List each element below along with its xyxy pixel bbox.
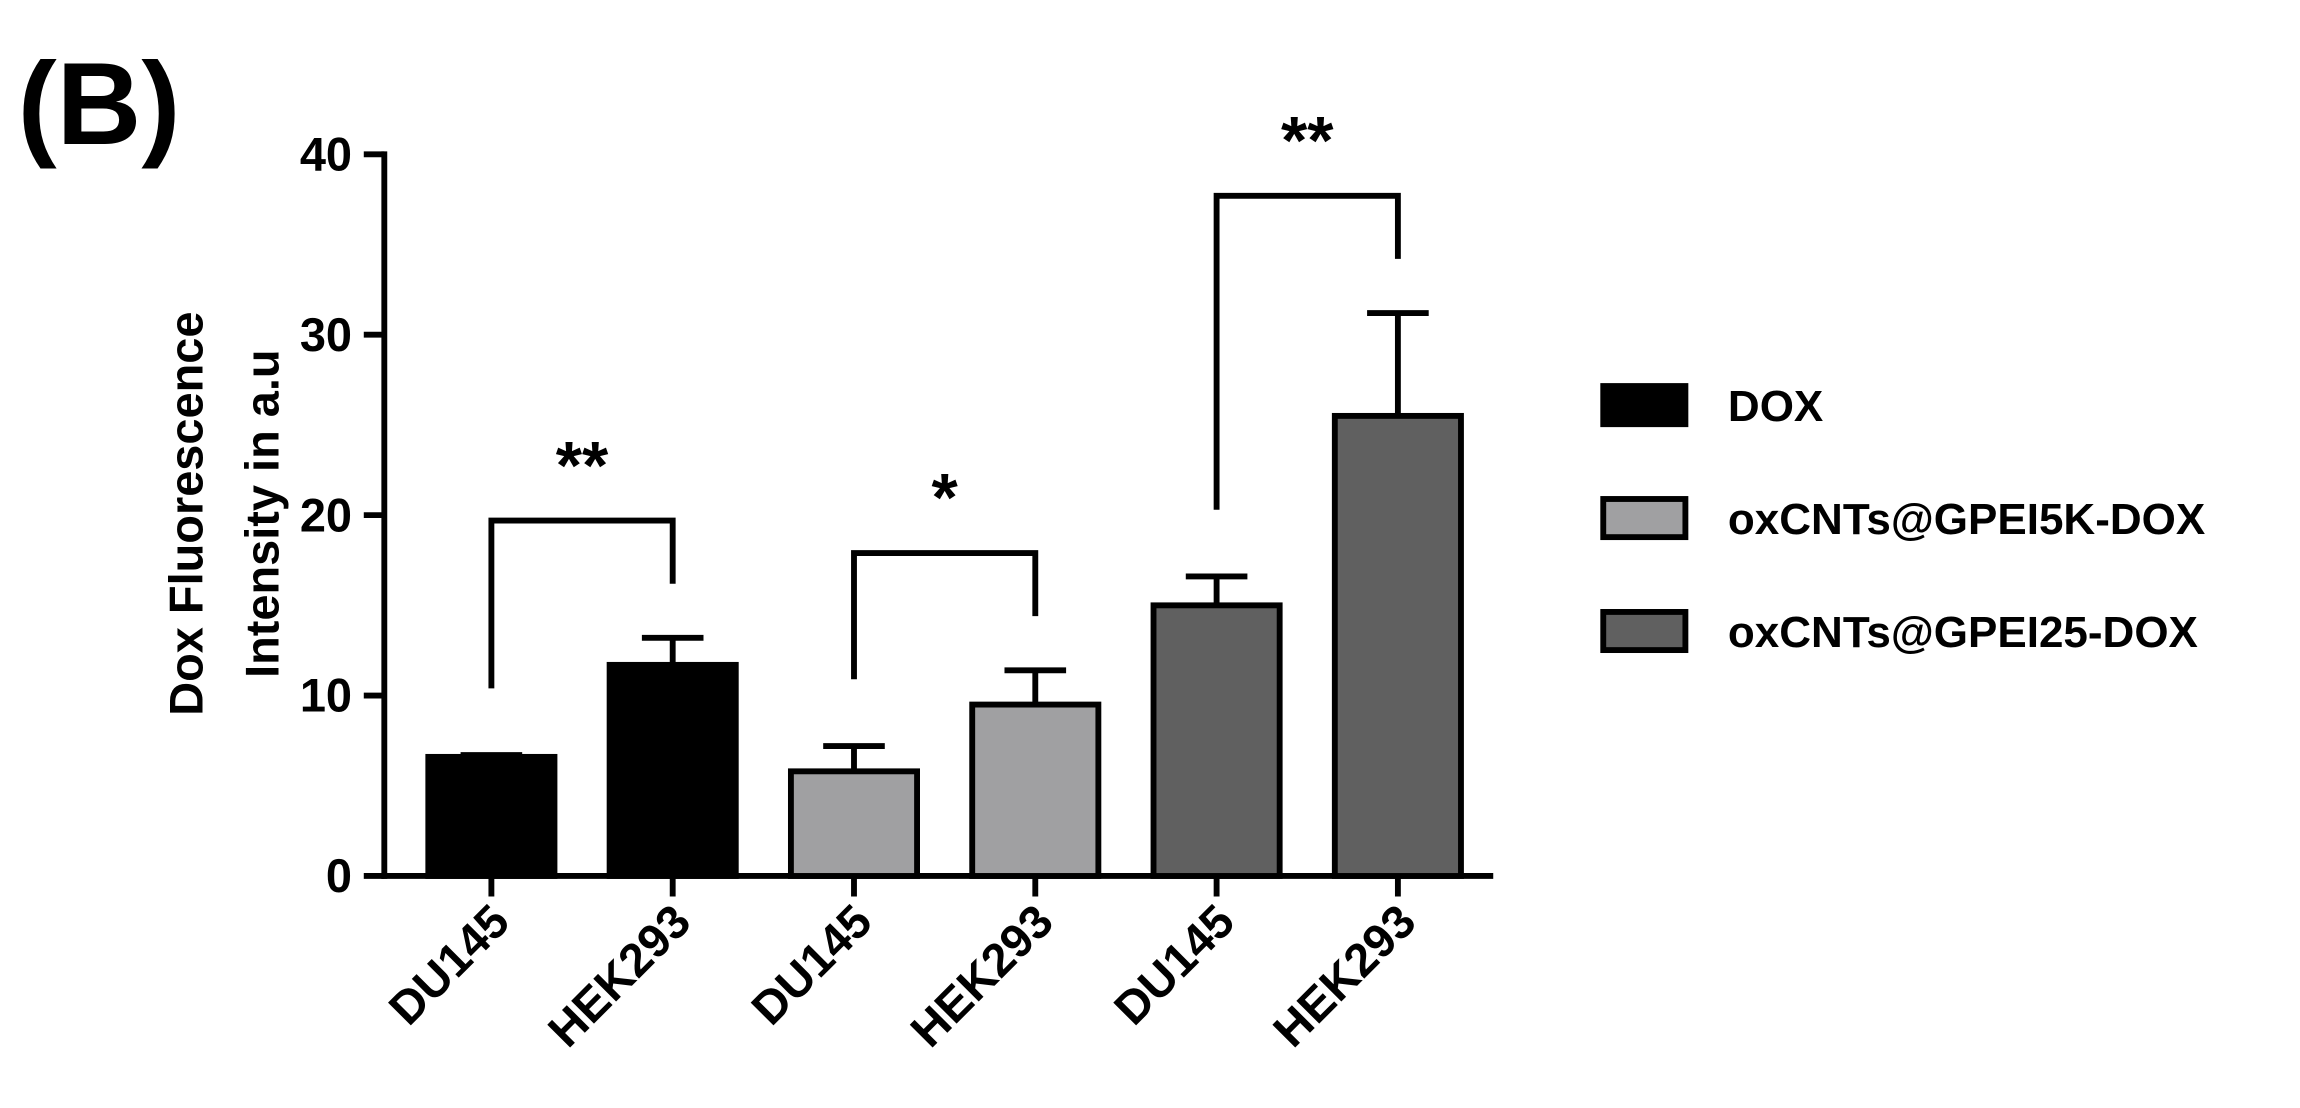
bar: [606, 661, 739, 879]
legend-label: oxCNTs@GPEI5K-DOX: [1728, 495, 2205, 544]
significance-label: **: [556, 428, 609, 503]
significance-label: *: [932, 461, 959, 536]
legend-label: oxCNTs@GPEI25-DOX: [1728, 608, 2198, 657]
bar: [1150, 602, 1283, 879]
y-tick-label: 0: [326, 850, 352, 902]
x-tick-label: DU145: [1104, 895, 1244, 1035]
y-axis-label: Intensity in a.u: [237, 349, 289, 678]
legend-label: DOX: [1728, 382, 1823, 431]
x-tick-label: HEK293: [901, 895, 1063, 1057]
panel-label: (B): [18, 38, 181, 169]
y-tick-label: 20: [300, 489, 352, 541]
y-tick-label: 10: [300, 670, 352, 722]
bar: [1331, 412, 1464, 879]
significance-label: **: [1281, 104, 1334, 179]
legend-swatch: [1600, 609, 1689, 654]
significance-bracket: [488, 517, 676, 689]
x-tick-label: DU145: [379, 895, 519, 1035]
x-tick-label: DU145: [742, 895, 882, 1035]
y-tick-label: 40: [300, 128, 352, 180]
y-axis-label: Dox Fluorescence: [160, 312, 212, 716]
bar: [969, 701, 1102, 879]
bar: [425, 753, 558, 879]
y-tick-label: 30: [300, 309, 352, 361]
x-tick-label: HEK293: [1263, 895, 1425, 1057]
x-tick-label: HEK293: [538, 895, 700, 1057]
significance-bracket: [1213, 192, 1401, 510]
bar: [787, 768, 921, 879]
legend-swatch: [1600, 383, 1689, 428]
legend-swatch: [1600, 496, 1689, 541]
significance-bracket: [851, 550, 1039, 680]
